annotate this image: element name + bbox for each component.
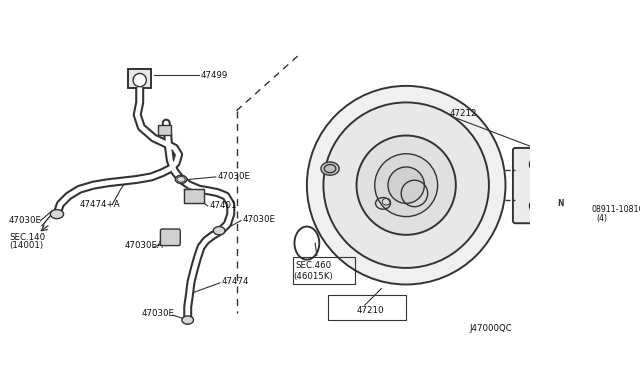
- Bar: [158, 125, 171, 135]
- Circle shape: [529, 198, 545, 213]
- Bar: [128, 69, 151, 87]
- Text: 47030E: 47030E: [218, 172, 250, 182]
- Circle shape: [307, 86, 506, 285]
- Text: J47000QC: J47000QC: [469, 324, 512, 333]
- Circle shape: [565, 193, 582, 210]
- Text: N: N: [557, 199, 563, 208]
- Text: 47030E: 47030E: [141, 309, 174, 318]
- Text: 47401: 47401: [209, 201, 237, 210]
- Text: (46015K): (46015K): [294, 272, 333, 281]
- Text: 47030EA: 47030EA: [125, 241, 164, 250]
- Ellipse shape: [175, 175, 187, 183]
- Ellipse shape: [324, 164, 336, 173]
- Circle shape: [133, 73, 147, 87]
- FancyBboxPatch shape: [513, 148, 561, 223]
- Ellipse shape: [182, 316, 193, 324]
- Bar: [293, 257, 355, 283]
- Text: 47212: 47212: [449, 109, 477, 118]
- Text: 47210: 47210: [356, 306, 384, 315]
- Text: SEC.460: SEC.460: [295, 261, 332, 270]
- Circle shape: [375, 154, 438, 217]
- Circle shape: [356, 135, 456, 235]
- Text: 08911-1081G: 08911-1081G: [591, 205, 640, 215]
- Text: 47499: 47499: [201, 71, 228, 80]
- Ellipse shape: [213, 227, 225, 235]
- Text: (14001): (14001): [9, 241, 43, 250]
- Ellipse shape: [321, 162, 339, 175]
- Bar: [328, 295, 406, 320]
- Text: 47030E: 47030E: [9, 216, 42, 225]
- Text: 47474: 47474: [221, 278, 249, 286]
- Text: 47030E: 47030E: [243, 215, 275, 224]
- Circle shape: [554, 198, 566, 209]
- Circle shape: [388, 167, 424, 203]
- Circle shape: [529, 157, 545, 172]
- Text: (4): (4): [596, 214, 607, 223]
- Circle shape: [323, 102, 489, 268]
- FancyBboxPatch shape: [161, 229, 180, 246]
- Polygon shape: [184, 189, 204, 202]
- Text: 47474+A: 47474+A: [79, 200, 120, 209]
- Text: SEC.140: SEC.140: [9, 233, 45, 242]
- Ellipse shape: [51, 209, 63, 219]
